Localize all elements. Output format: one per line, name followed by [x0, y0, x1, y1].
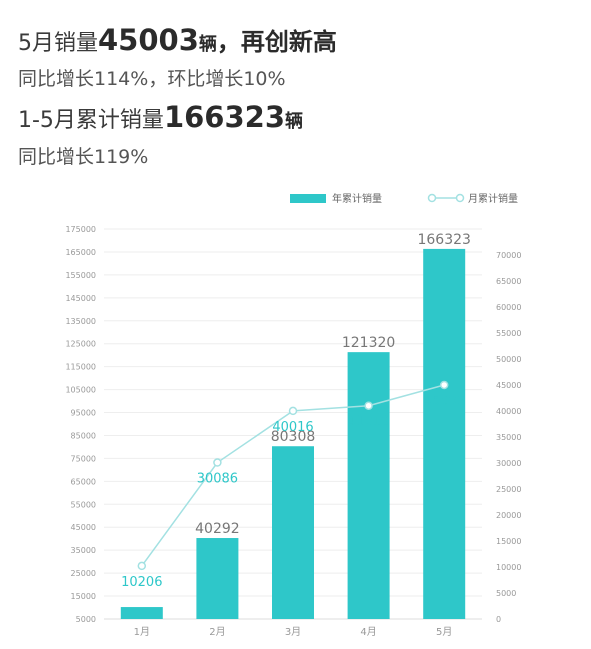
bar-3 [272, 446, 314, 619]
y-right-tick-label: 15000 [496, 537, 521, 546]
headline-may-prefix: 5月销量 [18, 31, 98, 56]
y-left-tick-label: 175000 [65, 225, 96, 234]
legend-line-marker [427, 193, 437, 203]
y-left-tick-label: 165000 [65, 248, 96, 257]
bar-2 [196, 538, 239, 619]
bar-4 [347, 352, 390, 619]
y-left-tick-label: 105000 [65, 386, 96, 395]
y-right-tick-label: 30000 [496, 459, 521, 468]
y-right-tick-label: 40000 [496, 407, 521, 416]
bar-1 [120, 607, 163, 619]
line-point [364, 401, 373, 410]
headline-ytd-growth: 同比增长119% [18, 146, 149, 168]
x-tick-label: 2月 [209, 626, 225, 638]
y-left-tick-label: 115000 [65, 363, 96, 372]
y-left-tick-label: 85000 [71, 431, 96, 440]
y-right-tick-label: 45000 [496, 381, 521, 390]
line-point [213, 458, 222, 467]
line-point [137, 561, 147, 571]
y-left-tick-label: 25000 [71, 569, 96, 578]
y-right-tick-label: 50000 [496, 355, 521, 364]
y-right-tick-label: 65000 [496, 277, 521, 286]
headline-ytd-sales: 1-5月累计销量166323辆 [18, 100, 303, 134]
headline-may-unit: 辆 [198, 34, 217, 55]
legend-line-marker [455, 193, 465, 203]
bar-value-label: 166323 [417, 232, 470, 248]
x-tick-label: 1月 [134, 626, 150, 638]
line-point [439, 380, 449, 390]
y-right-tick-label: 10000 [496, 563, 521, 572]
line-value-label: 40016 [272, 420, 313, 435]
x-tick-label: 5月 [436, 626, 452, 638]
y-left-tick-label: 55000 [71, 500, 96, 509]
y-left-tick-label: 155000 [65, 271, 96, 280]
bar-value-label: 80308 [271, 429, 316, 445]
y-right-tick-label: 60000 [496, 303, 521, 312]
line-value-label: 10206 [121, 575, 162, 590]
y-right-tick-label: 70000 [496, 251, 521, 260]
line-point [288, 406, 298, 416]
y-right-tick-label: 25000 [496, 485, 521, 494]
y-left-tick-label: 135000 [65, 317, 96, 326]
y-left-tick-label: 65000 [71, 477, 96, 486]
x-tick-label: 3月 [285, 626, 301, 638]
x-tick-label: 4月 [360, 626, 376, 638]
line-value-label: 30086 [197, 472, 238, 487]
headline-may-number: 45003 [98, 23, 199, 57]
y-left-tick-label: 15000 [71, 592, 96, 601]
y-left-tick-label: 45000 [71, 523, 96, 532]
y-right-tick-label: 5000 [496, 589, 516, 598]
sales-chart: 5000 15000 25000 35000 45000 55000 65000 75000 8… [65, 192, 521, 638]
y-right-tick-label: 0 [496, 615, 501, 624]
y-left-tick-label: 125000 [65, 340, 96, 349]
bar-5 [423, 248, 466, 619]
y-left-tick-label: 95000 [71, 409, 96, 418]
y-right-tick-label: 55000 [496, 329, 521, 338]
headline-may-sales: 5月销量45003辆，再创新高 [18, 22, 337, 57]
bar-value-label: 121320 [342, 335, 395, 351]
headline-ytd-unit: 辆 [285, 111, 304, 132]
legend-bar-swatch [290, 194, 326, 203]
headline-may-growth: 同比增长114%，环比增长10% [18, 68, 286, 90]
y-right-tick-label: 35000 [496, 433, 521, 442]
legend-bar-label: 年累计销量 [332, 192, 382, 205]
y-right-tick-label: 20000 [496, 511, 521, 520]
y-left-tick-label: 145000 [65, 294, 96, 303]
y-left-tick-label: 5000 [76, 615, 96, 624]
headline-ytd-prefix: 1-5月累计销量 [18, 108, 164, 133]
y-left-tick-label: 35000 [71, 546, 96, 555]
headline-ytd-number: 166323 [163, 100, 286, 134]
line-value-label: 45003 [424, 394, 465, 409]
headline-may-suffix: ，再创新高 [216, 28, 337, 56]
y-left-tick-label: 75000 [71, 454, 96, 463]
line-value-label: 41012 [348, 415, 389, 430]
legend-line-label: 月累计销量 [468, 192, 518, 205]
bar-value-label: 40292 [195, 521, 240, 537]
